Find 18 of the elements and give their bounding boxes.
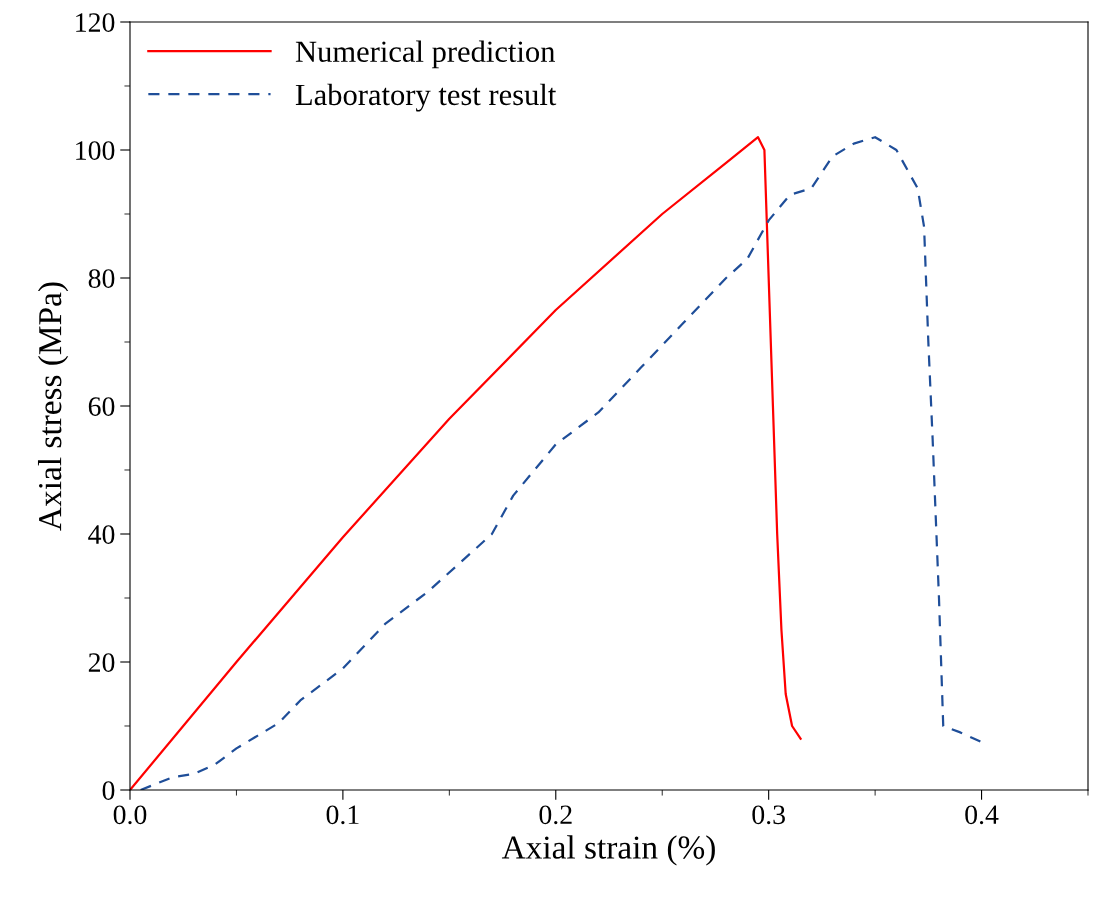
line-series [139,136,983,790]
y-tick-label: 60 [88,397,115,416]
x-tick-label: 0.4 [965,805,999,825]
y-axis-title: Axial stress (MPa) [37,282,69,531]
x-tick-label: 0.2 [539,805,572,825]
y-tick-label: 20 [88,653,115,672]
y-tick-label: 120 [76,13,115,32]
x-tick-label: 0.1 [326,805,359,825]
legend-label: Numerical prediction [295,40,556,69]
legend-label: Laboratory test result [295,83,557,112]
y-tick-label: 80 [88,269,115,288]
line-series [130,136,802,790]
y-tick-label: 0 [102,781,115,800]
x-tick-label: 0.0 [113,805,147,825]
x-axis-title: Axial strain (%) [501,835,715,866]
y-tick-label: 40 [88,525,115,544]
y-tick-label: 100 [76,141,115,160]
x-tick-label: 0.3 [752,805,785,825]
